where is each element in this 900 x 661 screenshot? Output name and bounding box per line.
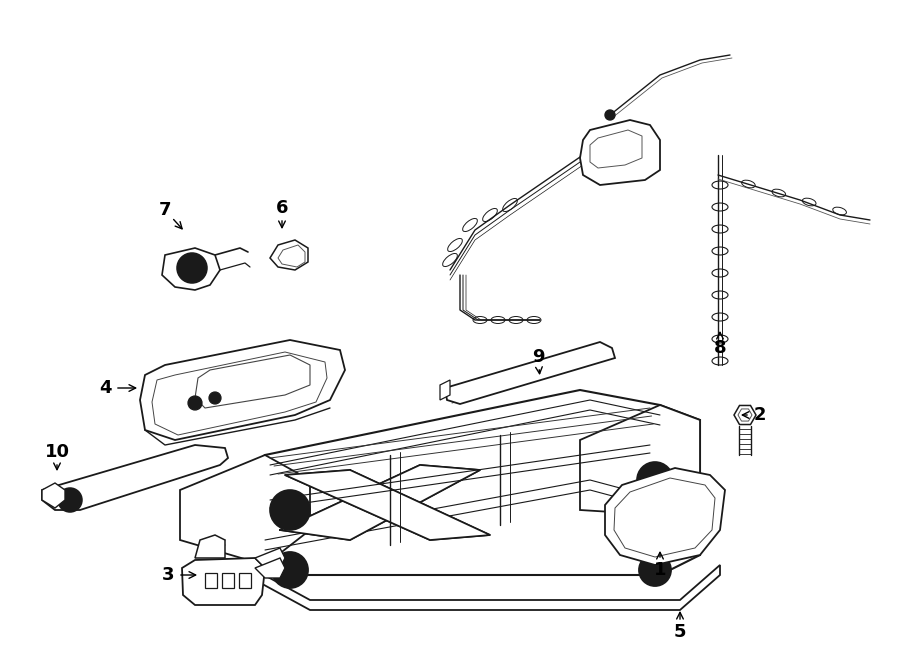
Polygon shape: [42, 483, 65, 508]
Text: 5: 5: [674, 623, 686, 641]
Polygon shape: [580, 120, 660, 185]
Text: 7: 7: [158, 201, 171, 219]
Polygon shape: [182, 558, 265, 605]
Circle shape: [192, 400, 198, 406]
Polygon shape: [285, 470, 490, 540]
Bar: [205, 573, 217, 588]
Polygon shape: [590, 130, 642, 168]
Polygon shape: [445, 342, 615, 404]
Polygon shape: [195, 535, 225, 558]
Text: 6: 6: [275, 199, 288, 217]
Bar: [239, 573, 251, 588]
Text: 4: 4: [99, 379, 112, 397]
Polygon shape: [255, 558, 285, 578]
Text: 2: 2: [754, 406, 766, 424]
Circle shape: [270, 490, 310, 530]
Text: 10: 10: [44, 443, 69, 461]
Bar: [222, 573, 234, 588]
Circle shape: [605, 110, 615, 120]
Polygon shape: [42, 445, 228, 510]
Circle shape: [637, 462, 673, 498]
Circle shape: [209, 392, 221, 404]
Text: 8: 8: [714, 339, 726, 357]
Circle shape: [188, 396, 202, 410]
Polygon shape: [255, 548, 285, 568]
Polygon shape: [440, 380, 450, 400]
Circle shape: [212, 395, 218, 401]
Polygon shape: [614, 478, 715, 557]
Polygon shape: [280, 465, 480, 540]
Circle shape: [272, 552, 308, 588]
Polygon shape: [215, 390, 700, 575]
Polygon shape: [734, 405, 756, 424]
Polygon shape: [738, 409, 752, 421]
Polygon shape: [580, 405, 700, 515]
Circle shape: [639, 554, 671, 586]
Circle shape: [177, 253, 207, 283]
Polygon shape: [270, 240, 308, 270]
Polygon shape: [605, 468, 725, 565]
Polygon shape: [195, 355, 310, 408]
Text: 9: 9: [532, 348, 544, 366]
Circle shape: [58, 488, 82, 512]
Text: 1: 1: [653, 561, 666, 579]
Polygon shape: [180, 455, 310, 565]
Polygon shape: [278, 245, 305, 267]
Polygon shape: [152, 352, 327, 435]
Polygon shape: [140, 340, 345, 440]
Polygon shape: [255, 565, 720, 610]
Polygon shape: [162, 248, 220, 290]
Text: 3: 3: [162, 566, 175, 584]
